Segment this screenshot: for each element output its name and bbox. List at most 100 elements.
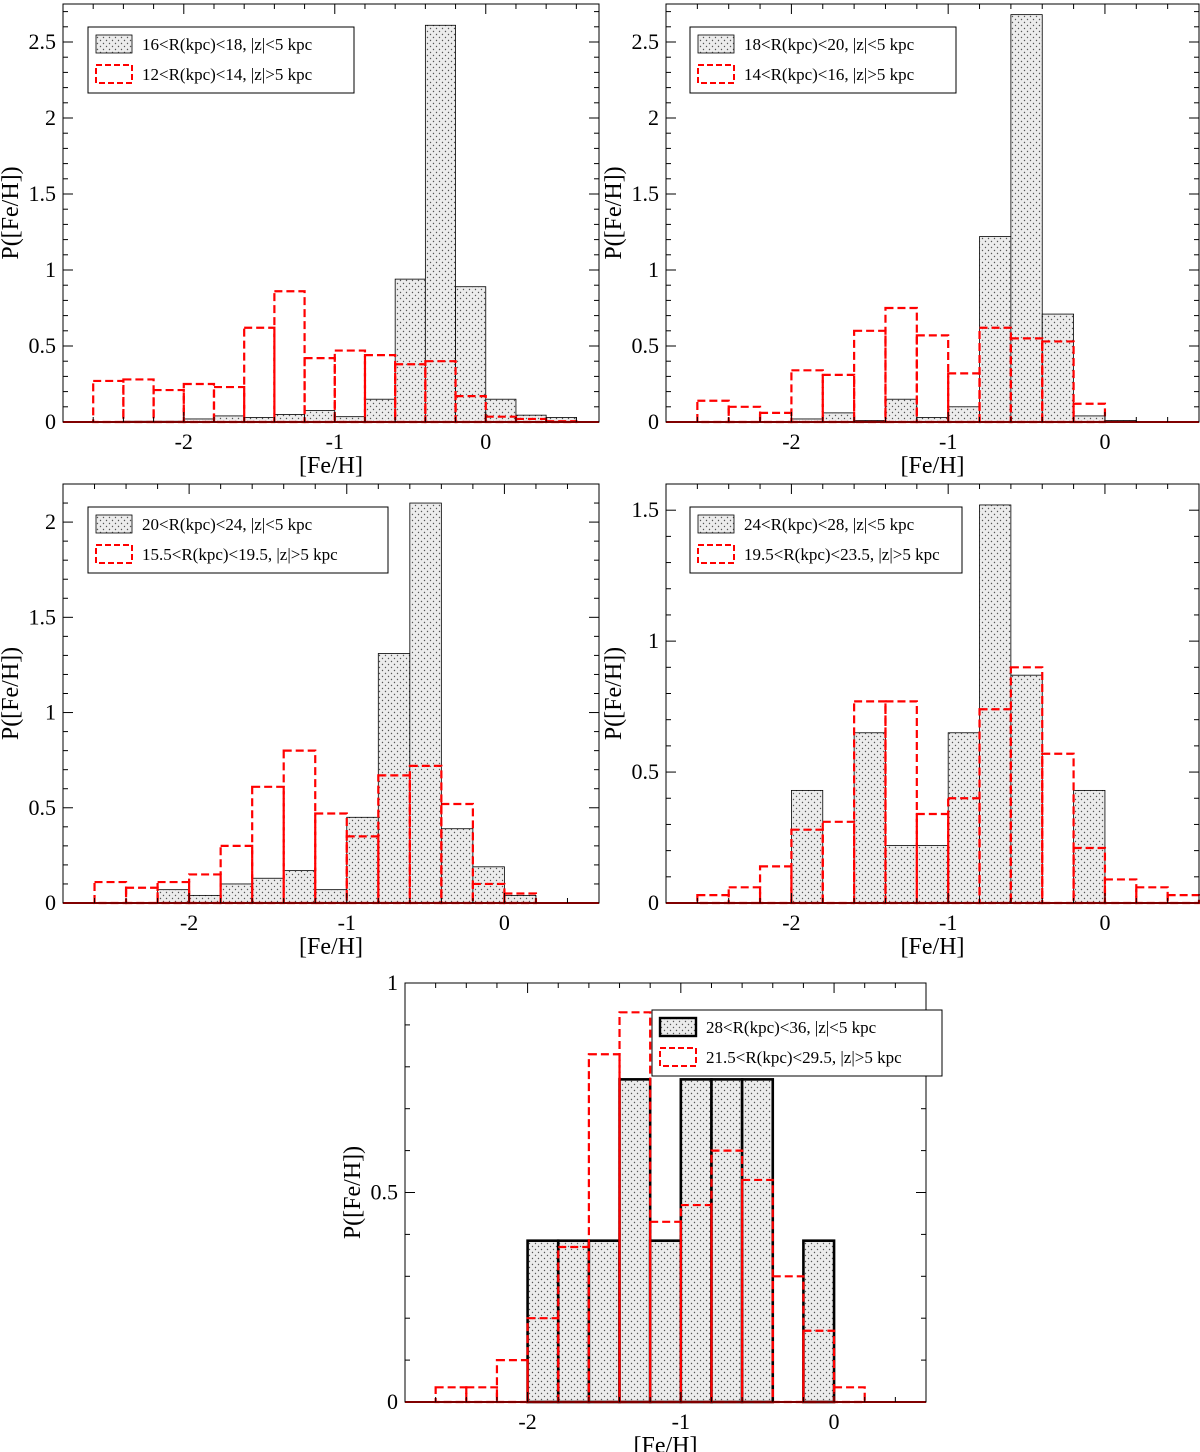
bar-red-12 bbox=[802, 1329, 836, 1404]
histogram-panel-3: -2 -1 0 0 0.5 1 1.5 2 [Fe/H] P([Fe/H]) 20<R(kpc)<2… bbox=[0, 483, 600, 960]
y-tick-label: 0 bbox=[648, 409, 659, 434]
y-tick-label: 0.5 bbox=[632, 333, 660, 358]
bar-red-3 bbox=[182, 382, 216, 424]
bar-red-13 bbox=[1103, 878, 1138, 905]
legend-label-black: 24<R(kpc)<28, |z|<5 kpc bbox=[744, 515, 915, 534]
y-tick-label: 2.5 bbox=[632, 29, 660, 54]
y-tick-label: 2.5 bbox=[29, 29, 57, 54]
y-tick-label: 1 bbox=[45, 700, 56, 725]
y-tick-label: 0 bbox=[387, 1389, 398, 1414]
y-axis-label: P([Fe/H]) bbox=[340, 1146, 366, 1239]
bar-red-2 bbox=[758, 411, 793, 424]
bar-black-1 bbox=[188, 894, 222, 904]
bar-black-9 bbox=[1073, 789, 1106, 904]
x-tick-label: 0 bbox=[499, 910, 510, 935]
y-tick-label: 0.5 bbox=[632, 759, 660, 784]
legend-label-red: 12<R(kpc)<14, |z|>5 kpc bbox=[142, 65, 313, 84]
bar-black-6 bbox=[979, 236, 1012, 423]
legend-box bbox=[689, 506, 963, 574]
x-tick-label: -1 bbox=[939, 429, 957, 454]
y-tick-label: 0 bbox=[45, 890, 56, 915]
y-axis-label: P([Fe/H]) bbox=[0, 166, 24, 259]
bar-black-10 bbox=[424, 24, 456, 423]
bar-black-11 bbox=[504, 894, 537, 904]
legend-label-black: 20<R(kpc)<24, |z|<5 kpc bbox=[142, 515, 313, 534]
legend-swatch-red bbox=[697, 544, 735, 564]
legend-swatch-black bbox=[95, 34, 133, 54]
legend-swatch-black bbox=[697, 514, 735, 534]
bar-red-14 bbox=[1135, 886, 1169, 905]
bar-red-6 bbox=[884, 700, 918, 905]
x-axis-label: [Fe/H] bbox=[634, 1433, 698, 1452]
legend: 16<R(kpc)<18, |z|<5 kpc 12<R(kpc)<14, |z|… bbox=[87, 26, 355, 94]
y-tick-label: 0.5 bbox=[371, 1180, 399, 1205]
legend-swatch-black bbox=[697, 34, 735, 54]
bar-black-11 bbox=[455, 286, 487, 423]
x-axis-label: [Fe/H] bbox=[901, 453, 965, 479]
y-axis-label: P([Fe/H]) bbox=[601, 166, 627, 259]
x-axis-label: [Fe/H] bbox=[299, 934, 363, 960]
histogram-panel-1: -2 -1 0 0 0.5 1 1.5 2 2.5 [Fe/H] P([Fe/H]) 16<R(kpc… bbox=[0, 3, 600, 479]
legend-label-black: 28<R(kpc)<36, |z|<5 kpc bbox=[706, 1018, 877, 1037]
bar-red-2 bbox=[152, 388, 185, 424]
bar-red-0 bbox=[93, 880, 128, 905]
x-tick-label: -1 bbox=[672, 1409, 690, 1434]
bar-black-12 bbox=[485, 398, 517, 423]
bar-red-11 bbox=[771, 1275, 805, 1404]
bar-black-3 bbox=[618, 1078, 652, 1404]
bar-black-7 bbox=[740, 1078, 775, 1404]
legend: 24<R(kpc)<28, |z|<5 kpc 19.5<R(kpc)<23.5,… bbox=[689, 506, 963, 574]
legend: 28<R(kpc)<36, |z|<5 kpc 21.5<R(kpc)<29.5,… bbox=[651, 1009, 943, 1077]
x-tick-label: -1 bbox=[326, 429, 344, 454]
y-axis-label: P([Fe/H]) bbox=[601, 647, 627, 740]
bar-red-6 bbox=[273, 290, 306, 424]
plot-frame bbox=[62, 3, 600, 423]
bar-red-5 bbox=[243, 326, 276, 424]
bar-red-3 bbox=[790, 369, 824, 424]
y-tick-label: 1.5 bbox=[29, 604, 57, 629]
bar-red-11 bbox=[1041, 752, 1075, 905]
legend-label-red: 15.5<R(kpc)<19.5, |z|>5 kpc bbox=[142, 545, 338, 564]
bar-black-5 bbox=[273, 413, 305, 423]
bar-black-5 bbox=[947, 732, 980, 904]
x-tick-label: -1 bbox=[338, 910, 356, 935]
bar-black-6 bbox=[346, 816, 379, 904]
bar-red-0 bbox=[696, 399, 730, 424]
bar-black-2 bbox=[587, 1239, 621, 1404]
y-axis-label: P([Fe/H]) bbox=[0, 647, 24, 740]
legend-swatch-red bbox=[95, 64, 133, 84]
bar-black-0 bbox=[791, 789, 824, 904]
bar-black-5 bbox=[947, 406, 980, 423]
bar-red-11 bbox=[424, 360, 457, 424]
bar-red-1 bbox=[727, 886, 762, 905]
bar-red-12 bbox=[454, 395, 487, 424]
bar-red-4 bbox=[821, 820, 856, 905]
bar-black-3 bbox=[885, 398, 918, 423]
y-tick-label: 2 bbox=[648, 105, 659, 130]
legend-label-black: 16<R(kpc)<18, |z|<5 kpc bbox=[142, 35, 313, 54]
y-tick-label: 0 bbox=[45, 409, 56, 434]
legend-swatch-red bbox=[95, 544, 133, 564]
bar-red-5 bbox=[853, 329, 887, 424]
bar-red-1 bbox=[465, 1386, 499, 1404]
x-tick-label: -2 bbox=[180, 910, 198, 935]
bar-black-8 bbox=[1041, 313, 1074, 423]
histogram-panel-5: -2 -1 0 0 0.5 1 [Fe/H] P([Fe/H]) 28<R(kpc)<36, |… bbox=[340, 970, 943, 1452]
bar-black-9 bbox=[440, 828, 474, 904]
bar-black-5 bbox=[314, 889, 348, 904]
legend-label-red: 19.5<R(kpc)<23.5, |z|>5 kpc bbox=[744, 545, 940, 564]
bar-red-0 bbox=[696, 894, 730, 905]
y-tick-label: 0.5 bbox=[29, 795, 57, 820]
bar-black-5 bbox=[679, 1078, 713, 1404]
x-tick-label: -2 bbox=[518, 1409, 536, 1434]
bar-red-4 bbox=[212, 385, 246, 424]
histogram-panel-2: -2 -1 0 0 0.5 1 1.5 2 2.5 [Fe/H] P([Fe/H]) 18<R(kpc… bbox=[601, 3, 1200, 479]
bar-black-4 bbox=[283, 870, 316, 904]
y-tick-label: 1 bbox=[648, 628, 659, 653]
bar-red-2 bbox=[495, 1358, 529, 1404]
bar-black-4 bbox=[648, 1239, 683, 1404]
bar-red-13 bbox=[832, 1386, 866, 1404]
bar-black-6 bbox=[710, 1078, 744, 1404]
bar-black-6 bbox=[304, 410, 336, 423]
x-tick-label: 0 bbox=[480, 429, 491, 454]
